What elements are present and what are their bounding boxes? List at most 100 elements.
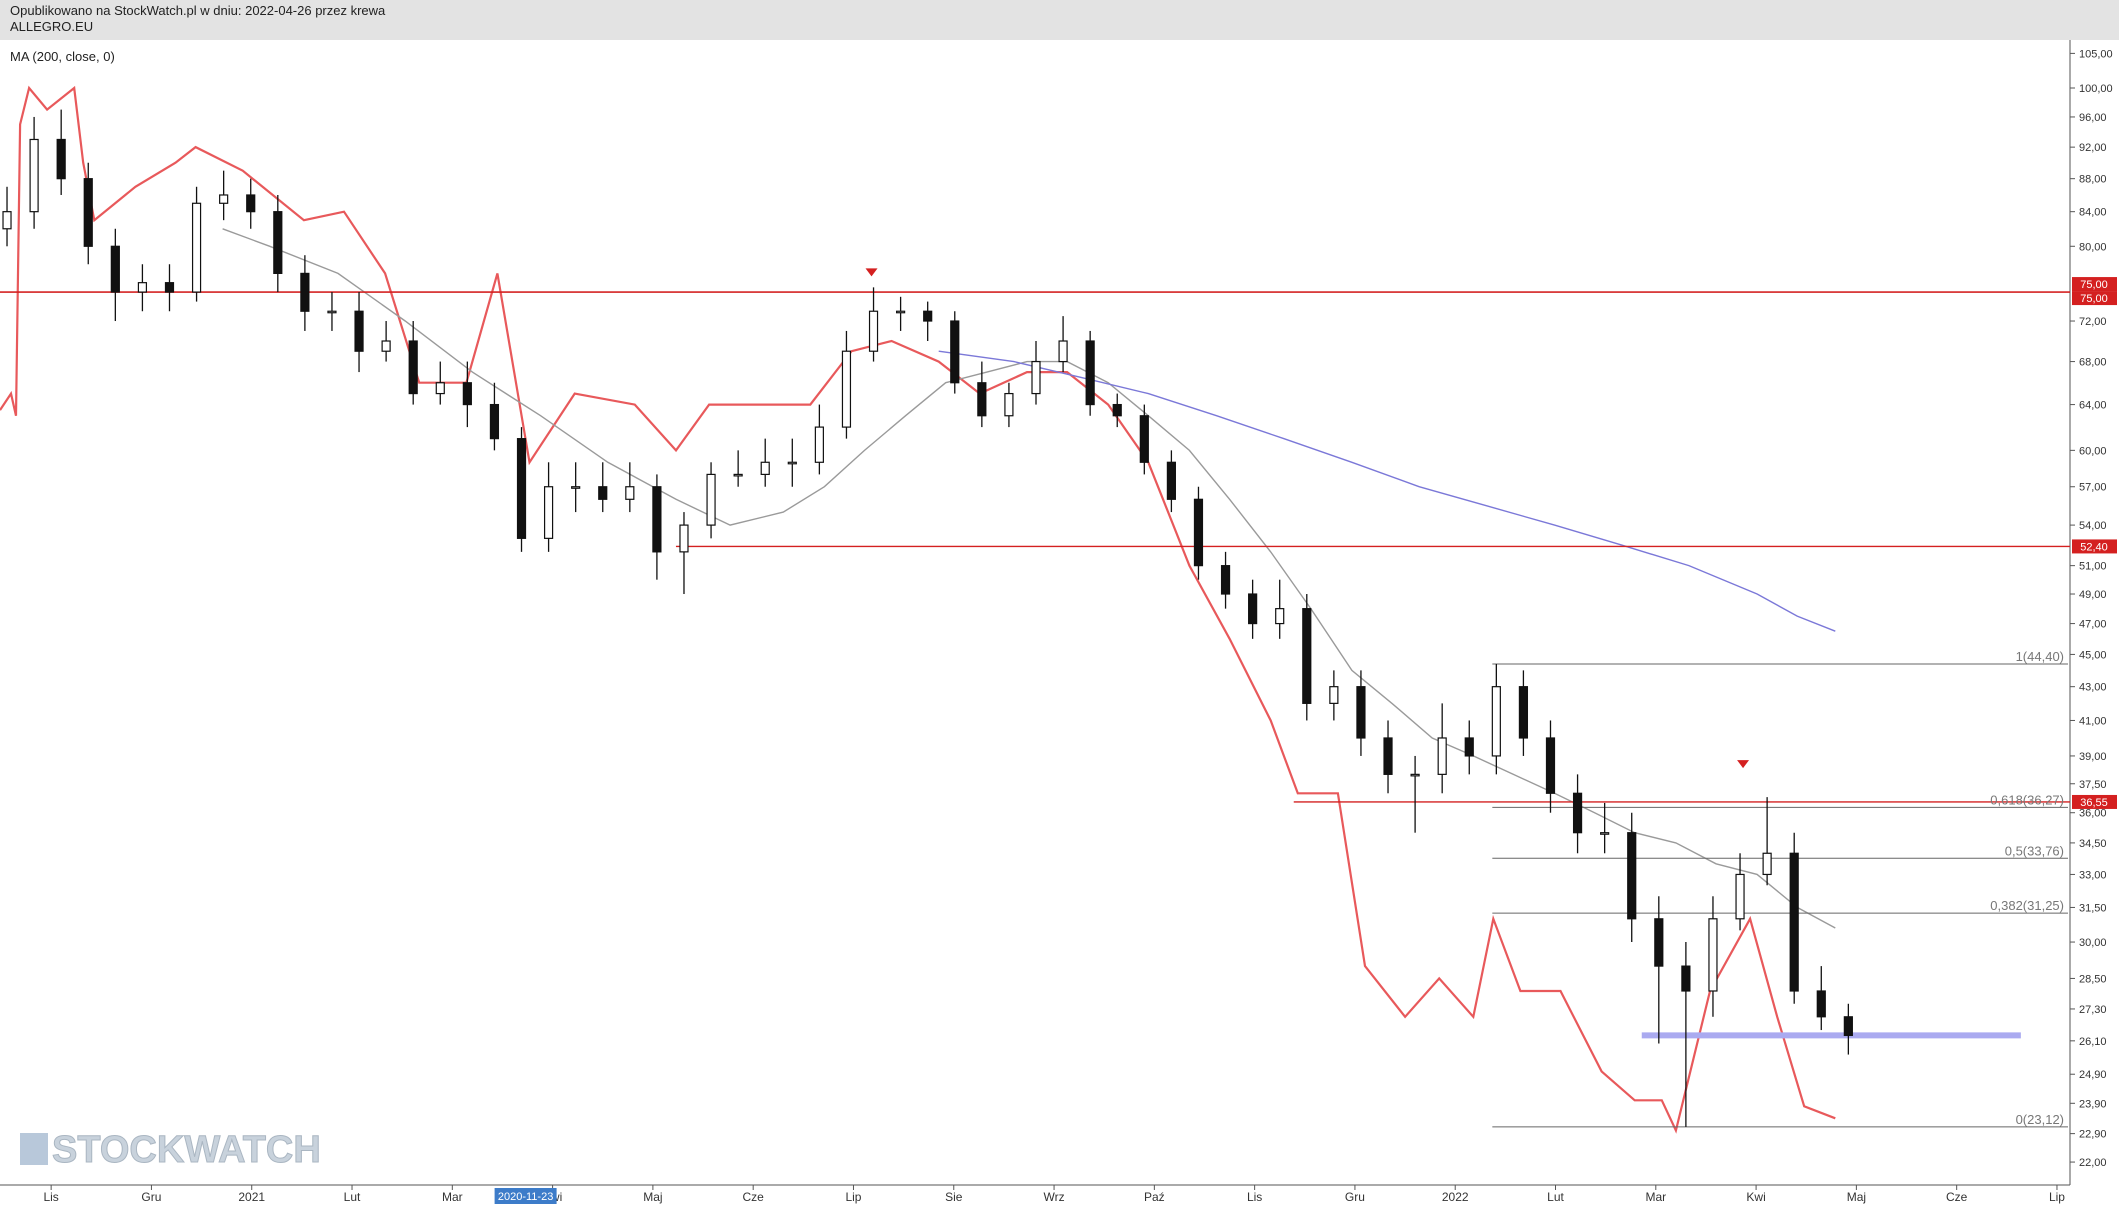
y-tick-label: 47,00 — [2079, 619, 2107, 631]
candle-body — [300, 272, 310, 312]
price-tag — [2072, 291, 2117, 306]
y-tick-label: 49,00 — [2079, 589, 2107, 601]
candle-body — [706, 473, 716, 526]
y-tick-label: 60,00 — [2079, 445, 2107, 457]
y-tick-label: 37,50 — [2079, 779, 2107, 791]
candle-body — [435, 382, 445, 395]
x-tick-label: Mar — [1645, 1190, 1666, 1204]
y-tick-label: 31,50 — [2079, 902, 2107, 914]
header-published: Opublikowano na StockWatch.pl w dniu: 20… — [10, 3, 386, 18]
candle-body — [760, 461, 770, 476]
x-tick-label: Cze — [743, 1190, 765, 1204]
candle-body — [1220, 565, 1231, 595]
price-tag-label: 36,55 — [2080, 797, 2108, 809]
y-tick-label: 26,10 — [2079, 1036, 2107, 1048]
x-tick-label: Sie — [945, 1190, 963, 1204]
x-tick-label: Lut — [344, 1190, 361, 1204]
candle-body — [110, 245, 120, 293]
indicator-label: MA (200, close, 0) — [10, 49, 115, 64]
price-tag-label: 52,40 — [2080, 541, 2108, 553]
fib-label: 1(44,40) — [2016, 649, 2064, 664]
candle-body — [1437, 737, 1447, 775]
y-tick-label: 57,00 — [2079, 482, 2107, 494]
y-tick-label: 30,00 — [2079, 937, 2107, 949]
x-tick-label: Lip — [2049, 1190, 2065, 1204]
candle-body — [462, 382, 472, 406]
candle-body — [787, 461, 797, 465]
x-tick-label: Maj — [643, 1190, 662, 1204]
x-tick-label: Lis — [43, 1190, 58, 1204]
x-tick-label: Lut — [1547, 1190, 1564, 1204]
x-tick-label: 2022 — [1442, 1190, 1469, 1204]
x-tick-label: Paź — [1144, 1190, 1165, 1204]
candle-body — [327, 310, 337, 314]
x-tick-label: Maj — [1847, 1190, 1866, 1204]
x-tick-label: 2021 — [238, 1190, 265, 1204]
candle-body — [1275, 608, 1285, 625]
candle-body — [1112, 403, 1122, 417]
candle-body — [733, 473, 743, 477]
candle-body — [652, 486, 662, 553]
indicator-line — [0, 85, 1836, 1134]
candle-body — [1843, 1016, 1853, 1037]
price-tag-label: 75,00 — [2080, 293, 2108, 305]
y-tick-label: 45,00 — [2079, 649, 2107, 661]
candle-body — [2, 211, 12, 230]
candle-body — [1410, 773, 1420, 777]
candle-body — [1762, 852, 1772, 876]
candle-body — [191, 202, 202, 293]
y-tick-label: 34,50 — [2079, 838, 2107, 850]
y-tick-label: 72,00 — [2079, 316, 2107, 328]
price-tag — [2072, 794, 2117, 809]
y-tick-label: 41,00 — [2079, 715, 2107, 727]
candle-body — [381, 340, 391, 352]
indicator-line — [222, 228, 1836, 929]
y-tick-label: 88,00 — [2079, 174, 2107, 186]
candle-body — [1058, 340, 1068, 363]
candle-body — [273, 211, 283, 274]
price-tag — [2072, 277, 2117, 292]
candle-body — [164, 282, 175, 293]
fib-label: 0,382(31,25) — [1990, 898, 2064, 913]
y-tick-label: 68,00 — [2079, 357, 2107, 369]
candle-body — [1085, 340, 1095, 406]
y-tick-label: 33,00 — [2079, 869, 2107, 881]
candle-body — [219, 194, 229, 204]
candle-body — [1816, 990, 1826, 1018]
candle-body — [1735, 873, 1745, 920]
candle-body — [1464, 737, 1474, 757]
candle-body — [29, 138, 39, 213]
crosshair-label: 2020-11-23 — [498, 1191, 553, 1203]
watermark-text: STOCKWATCH — [52, 1129, 321, 1171]
candle-body — [1302, 608, 1312, 704]
candle-body — [1627, 832, 1637, 920]
candle-body — [950, 320, 960, 384]
watermark: STOCKWATCH — [20, 1129, 321, 1172]
candle-body — [1166, 461, 1176, 500]
candle-body — [516, 438, 527, 539]
header-symbol: ALLEGRO.EU — [10, 19, 93, 34]
y-tick-label: 84,00 — [2079, 207, 2107, 219]
candle-body — [977, 382, 987, 417]
candle-body — [1600, 832, 1610, 835]
candle-body — [354, 310, 364, 352]
candle-body — [1545, 737, 1556, 794]
candle-body — [1031, 360, 1041, 395]
y-tick-label: 80,00 — [2079, 241, 2107, 253]
candle-body — [489, 403, 500, 440]
y-tick-label: 54,00 — [2079, 520, 2107, 532]
candle-body — [1248, 593, 1258, 625]
signal-marker — [865, 268, 878, 277]
y-tick-label: 39,00 — [2079, 751, 2107, 763]
y-tick-label: 24,90 — [2079, 1069, 2107, 1081]
candle-body — [56, 138, 66, 180]
y-tick-label: 96,00 — [2079, 112, 2107, 124]
y-tick-label: 28,50 — [2079, 973, 2107, 985]
candle-body — [1004, 392, 1014, 417]
y-tick-label: 100,00 — [2079, 83, 2113, 95]
candle-body — [1383, 737, 1393, 775]
candle-body — [1789, 852, 1799, 992]
candle-body — [841, 350, 852, 428]
candle-body — [543, 486, 554, 539]
